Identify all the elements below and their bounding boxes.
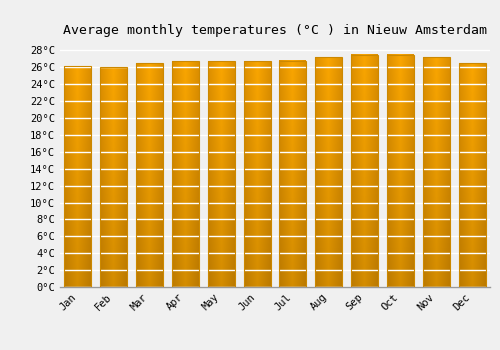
Title: Average monthly temperatures (°C ) in Nieuw Amsterdam: Average monthly temperatures (°C ) in Ni… bbox=[63, 24, 487, 37]
Bar bbox=[244, 62, 270, 287]
Bar bbox=[172, 62, 199, 287]
Bar bbox=[458, 63, 485, 287]
Bar bbox=[136, 63, 163, 287]
Bar bbox=[64, 66, 92, 287]
Bar bbox=[387, 55, 414, 287]
Bar bbox=[423, 57, 450, 287]
Bar bbox=[208, 62, 234, 287]
Bar bbox=[316, 57, 342, 287]
Bar bbox=[351, 55, 378, 287]
Bar bbox=[280, 61, 306, 287]
Bar bbox=[100, 67, 127, 287]
